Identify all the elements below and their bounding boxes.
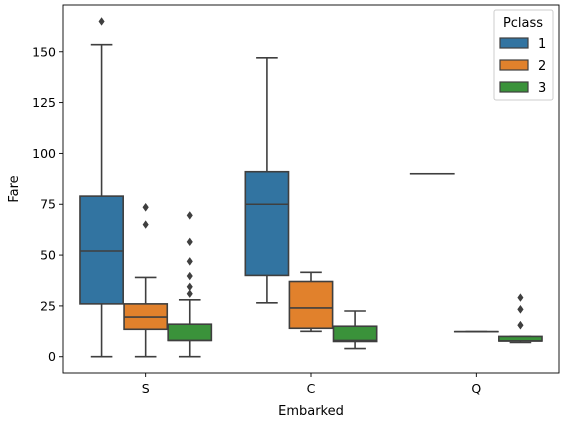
x-axis-label: Embarked — [278, 404, 344, 419]
y-tick-label: 100 — [32, 146, 56, 161]
legend-frame — [493, 9, 554, 101]
outlier-point — [186, 271, 193, 281]
outlier-point — [186, 211, 193, 220]
axis-ticks: 0 25 50 75 100 125 150 S C Q — [32, 44, 481, 396]
outlier-point — [517, 305, 524, 314]
box-iqr — [79, 195, 124, 305]
legend: Pclass 1 2 3 — [493, 9, 554, 101]
y-tick-label: 50 — [40, 248, 56, 263]
box-Q-pclass-3 — [498, 293, 543, 344]
box-S-pclass-1 — [79, 17, 124, 358]
legend-title: Pclass — [503, 16, 543, 31]
legend-swatch-pclass-2 — [499, 59, 529, 71]
y-tick-label: 75 — [40, 197, 56, 212]
legend-swatch-pclass-3 — [499, 81, 529, 93]
box-iqr — [167, 323, 213, 342]
box-iqr — [332, 325, 378, 343]
plot-frame — [62, 4, 560, 374]
plot-area — [79, 17, 543, 358]
outlier-point — [517, 293, 524, 302]
box-S-pclass-3 — [167, 211, 213, 358]
y-tick-label: 150 — [32, 44, 56, 59]
y-tick-label: 125 — [32, 95, 56, 110]
legend-label-pclass-2: 2 — [538, 59, 546, 74]
y-tick-label: 25 — [40, 298, 56, 313]
legend-swatch-pclass-1 — [499, 37, 529, 49]
outlier-point — [186, 282, 193, 291]
outlier-point — [98, 17, 105, 26]
x-tick-label: Q — [471, 381, 481, 396]
outlier-point — [186, 289, 193, 298]
box-iqr — [288, 280, 334, 330]
box-C-pclass-2 — [288, 271, 334, 333]
x-tick-label: C — [307, 381, 316, 396]
y-tick-label: 0 — [48, 349, 56, 364]
legend-label-pclass-1: 1 — [538, 37, 546, 52]
outlier-point — [517, 321, 524, 330]
box-C-pclass-1 — [244, 57, 290, 304]
outlier-point — [142, 220, 149, 229]
x-tick-label: S — [142, 381, 150, 396]
legend-items: 1 2 3 — [499, 37, 546, 96]
box-S-pclass-2 — [123, 203, 169, 358]
y-axis-label: Fare — [7, 175, 22, 202]
outlier-point — [186, 237, 193, 247]
outlier-point — [186, 257, 193, 266]
box-iqr — [244, 170, 290, 277]
legend-label-pclass-3: 3 — [538, 81, 546, 96]
box-C-pclass-3 — [332, 310, 378, 350]
outlier-point — [142, 203, 149, 212]
